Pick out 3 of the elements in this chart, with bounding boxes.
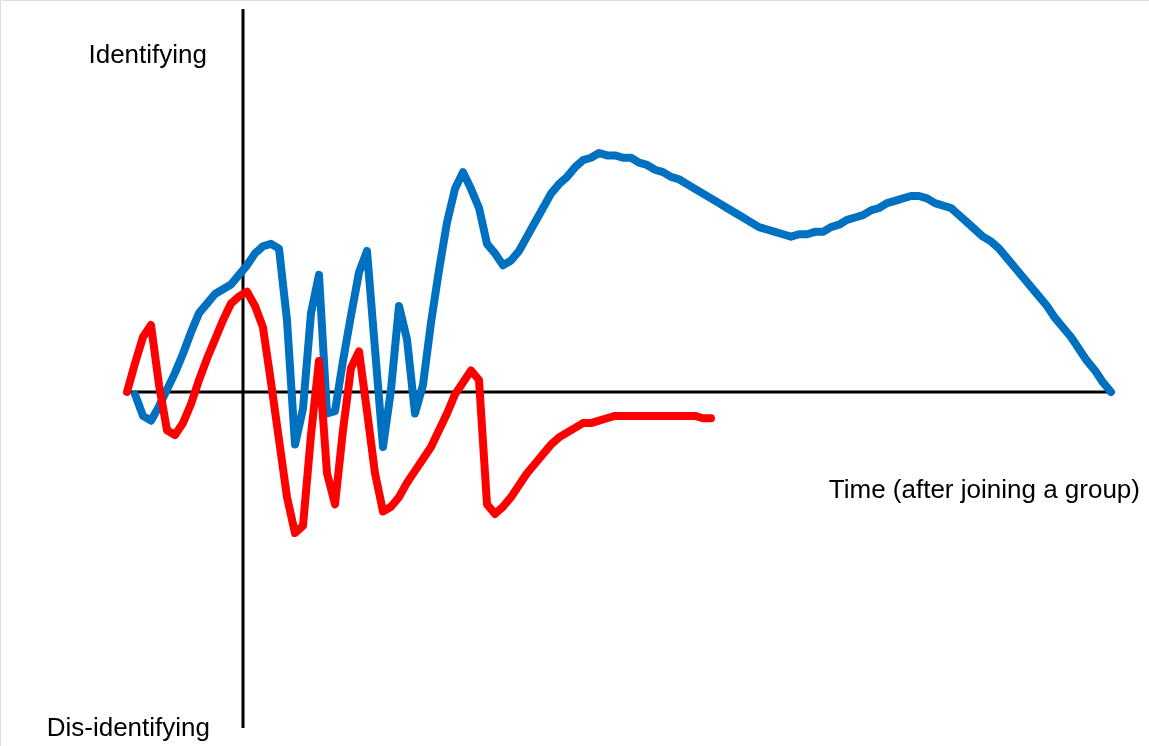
y-axis-title: Identifying [88, 39, 207, 69]
text: Dis-identifying [46, 712, 210, 742]
x-axis-title: Time (after joining a group) [828, 474, 1140, 504]
